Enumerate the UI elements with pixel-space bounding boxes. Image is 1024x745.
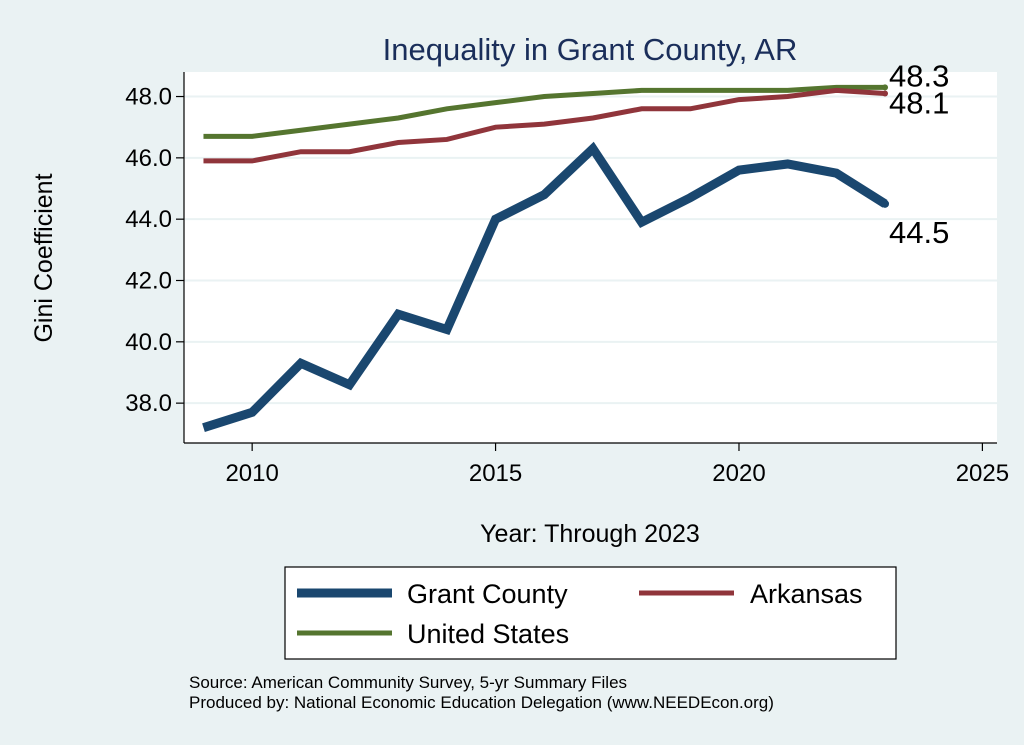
x-axis-title: Year: Through 2023 bbox=[480, 520, 700, 548]
x-tick-label-2020: 2020 bbox=[712, 460, 765, 487]
axes bbox=[183, 72, 997, 444]
series-endpoint-united-states bbox=[882, 84, 889, 91]
y-tick-label-42: 42.0 bbox=[125, 267, 172, 294]
end-label-grant-county: 44.5 bbox=[889, 215, 949, 250]
x-tick-label-2015: 2015 bbox=[469, 460, 522, 487]
series-line-united-states bbox=[203, 84, 886, 139]
y-tick-label-38: 38.0 bbox=[125, 390, 172, 417]
x-axis-ticks: 2010 2015 2020 2025 bbox=[225, 443, 1009, 487]
series-line-grant-county bbox=[202, 141, 888, 432]
y-axis-ticks: 38.0 40.0 42.0 44.0 46.0 48.0 bbox=[125, 84, 184, 417]
y-tick-label-40: 40.0 bbox=[125, 329, 172, 356]
series-endpoint-arkansas bbox=[882, 90, 889, 97]
series-endpoint-grant-county bbox=[881, 199, 890, 208]
legend-label-united-states: United States bbox=[407, 619, 569, 649]
y-tick-label-44: 44.0 bbox=[125, 206, 172, 233]
series-line-arkansas bbox=[203, 87, 886, 164]
chart-title: Inequality in Grant County, AR bbox=[383, 32, 798, 67]
x-tick-label-2010: 2010 bbox=[225, 460, 278, 487]
legend-label-arkansas: Arkansas bbox=[750, 579, 863, 609]
source-note: Source: American Community Survey, 5-yr … bbox=[189, 673, 627, 692]
y-tick-label-48: 48.0 bbox=[125, 84, 172, 111]
end-label-united-states: 48.3 bbox=[889, 58, 949, 93]
producer-note: Produced by: National Economic Education… bbox=[189, 693, 774, 712]
grid-lines bbox=[184, 95, 997, 405]
x-tick-label-2025: 2025 bbox=[956, 460, 1009, 487]
y-tick-label-46: 46.0 bbox=[125, 145, 172, 172]
end-labels: 44.5 48.148.3 bbox=[889, 58, 949, 250]
legend-label-grant-county: Grant County bbox=[407, 579, 568, 609]
y-axis-title: Gini Coefficient bbox=[30, 173, 58, 342]
legend: Grant County Arkansas United States bbox=[284, 566, 897, 660]
end-label-arkansas: 48.1 bbox=[889, 85, 949, 120]
plot-area bbox=[184, 72, 997, 443]
legend-box bbox=[284, 566, 897, 660]
series-lines bbox=[202, 84, 890, 432]
